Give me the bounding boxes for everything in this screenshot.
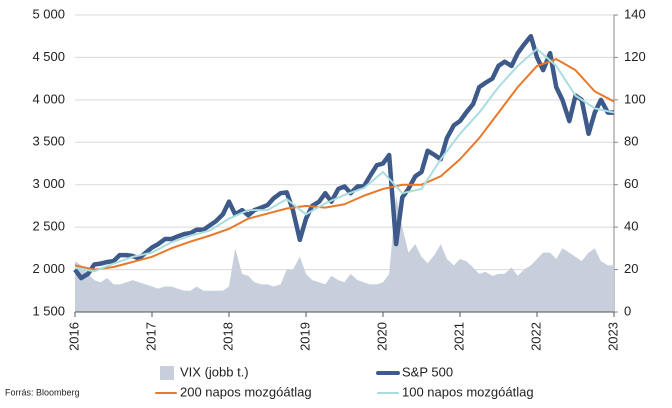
y-tick-label: 3 500 <box>32 134 65 149</box>
y2-tick-label: 140 <box>624 6 646 21</box>
y-tick-label: 3 000 <box>32 176 65 191</box>
y2-tick-label: 120 <box>624 49 646 64</box>
y-tick-label: 4 000 <box>32 91 65 106</box>
legend-label: S&P 500 <box>402 364 453 379</box>
source: Forrás: Bloomberg <box>5 387 80 397</box>
legend-label: 100 napos mozgóátlag <box>402 384 534 399</box>
legend-label: 200 napos mozgóátlag <box>180 384 312 399</box>
x-tick-label: 2022 <box>528 322 543 351</box>
y2-tick-label: 100 <box>624 91 646 106</box>
vix-area <box>75 195 614 312</box>
x-tick-label: 2019 <box>297 322 312 351</box>
y2-tick-label: 80 <box>624 134 638 149</box>
x-tick-label: 2020 <box>374 322 389 351</box>
series-line <box>74 58 615 271</box>
y2-tick-label: 40 <box>624 219 638 234</box>
series-line <box>74 47 615 273</box>
y-tick-label: 2 500 <box>32 219 65 234</box>
legend-swatch <box>160 366 174 380</box>
y-tick-label: 4 500 <box>32 49 65 64</box>
x-tick-label: 2021 <box>451 322 466 351</box>
y2-tick-label: 0 <box>624 303 631 318</box>
y-tick-label: 2 000 <box>32 261 65 276</box>
y-tick-label: 1 500 <box>32 303 65 318</box>
series-line <box>73 33 614 281</box>
y2-tick-label: 60 <box>624 176 638 191</box>
x-tick-label: 2016 <box>66 322 81 351</box>
legend-label: VIX (jobb t.) <box>180 364 249 379</box>
y2-tick-label: 20 <box>624 261 638 276</box>
x-tick-label: 2018 <box>220 322 235 351</box>
x-tick-label: 2017 <box>143 322 158 351</box>
x-tick-label: 2023 <box>605 322 620 351</box>
y-tick-label: 5 000 <box>32 6 65 21</box>
